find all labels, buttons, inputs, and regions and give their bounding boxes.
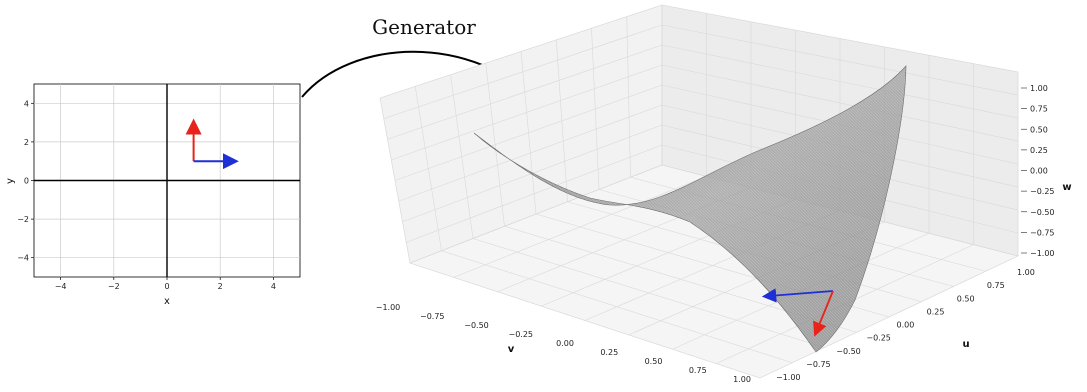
v-tick-label: 1.00 [733, 375, 751, 384]
plot2d-ticks: −4 −2 0 2 4 −4 −2 0 2 4 [17, 99, 276, 291]
saddle-mesh [474, 66, 906, 352]
left-pane-grid-line [406, 144, 663, 243]
left-pane-grid-line [591, 28, 600, 190]
x-tick-label: −2 [108, 282, 120, 291]
u-tick-label: 0.25 [927, 307, 945, 316]
u-tick-label: 1.00 [1017, 268, 1035, 277]
u-tick-label: −1.00 [776, 373, 801, 382]
plot3d-ticks: 1.00 0.75 0.50 0.25 0.00 −0.25 −0.50 −0.75 −1.00… [376, 84, 1055, 384]
u-tick-label: −0.50 [836, 347, 861, 356]
x-tick-label: 2 [218, 282, 223, 291]
w-tick-label: 1.00 [1030, 84, 1048, 93]
v-tick-label: 0.75 [689, 366, 707, 375]
x-tick-label: −4 [55, 282, 67, 291]
v-tick-label: 0.25 [600, 348, 618, 357]
y-tick-label: −4 [17, 254, 29, 263]
v-tick-label: −1.00 [376, 303, 401, 312]
input-2d-plot: −4 −2 0 2 4 −4 −2 0 2 4 x y [5, 83, 301, 307]
y-tick-label: 4 [24, 99, 29, 108]
w-tick-label: 0.00 [1030, 167, 1048, 176]
blue-tangent-vector [761, 288, 834, 303]
output-3d-plot: 1.00 0.75 0.50 0.25 0.00 −0.25 −0.50 −0.75 −1.00… [376, 4, 1072, 384]
y-tick-label: 2 [24, 138, 29, 147]
plot2d-zero-axes [34, 84, 300, 277]
left-pane-grid-line [398, 104, 663, 202]
plot2d-ylabel: y [5, 178, 16, 184]
w-tick-label: −0.25 [1030, 187, 1055, 196]
left-pane-grid-line [409, 164, 663, 264]
y-tick-label: −2 [17, 215, 29, 224]
generator-caption: Generator [372, 15, 476, 39]
left-pane-grid-line [555, 39, 568, 202]
v-tick-label: 0.50 [645, 357, 663, 366]
w-tick-label: −1.00 [1030, 249, 1055, 258]
left-pane-grid-line [626, 16, 631, 178]
w-axis-label: w [1062, 182, 1071, 193]
x-tick-label: 0 [164, 282, 169, 291]
w-tick-label: 0.25 [1030, 146, 1048, 155]
v-axis-label: v [508, 344, 515, 355]
u-tick-label: 0.50 [957, 294, 975, 303]
x-tick-label: 4 [271, 282, 276, 291]
w-tick-label: −0.50 [1030, 208, 1055, 217]
u-tick-label: 0.00 [897, 321, 915, 330]
v-tick-label: −0.75 [420, 312, 445, 321]
u-tick-label: −0.75 [806, 360, 831, 369]
u-tick-label: −0.25 [866, 334, 891, 343]
u-axis-label: u [962, 339, 969, 350]
left-pane-grid-line [520, 51, 537, 215]
w-tick-label: 0.75 [1030, 105, 1048, 114]
plot2d-xlabel: x [164, 296, 170, 307]
y-tick-label: 0 [24, 177, 29, 186]
v-tick-label: −0.25 [508, 330, 533, 339]
floor-grid-line [759, 255, 1019, 379]
v-tick-label: −0.50 [464, 321, 489, 330]
v-tick-label: 0.00 [556, 339, 574, 348]
w-tick-label: −0.75 [1030, 228, 1055, 237]
plot3d-grid [379, 4, 1019, 379]
u-tick-label: 0.75 [987, 281, 1005, 290]
red-tangent-vector [813, 290, 834, 337]
w-tick-label: 0.50 [1030, 125, 1048, 134]
